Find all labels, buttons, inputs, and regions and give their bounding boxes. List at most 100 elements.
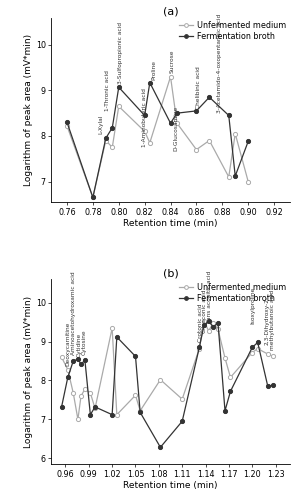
- Text: Isoxylproline: Isoxylproline: [250, 287, 255, 324]
- Fermentation broth: [65, 120, 69, 126]
- Line: Fermentation broth: Fermentation broth: [59, 320, 275, 450]
- Text: Chelibinic acid: Chelibinic acid: [196, 66, 201, 108]
- Fermentation broth: [134, 354, 137, 360]
- Text: L-Xylal: L-Xylal: [98, 114, 103, 134]
- Unfermented medium: [271, 354, 275, 360]
- Fermentation broth: [207, 318, 211, 324]
- Unfermented medium: [207, 328, 211, 334]
- Text: Deoxycarnitine: Deoxycarnitine: [65, 322, 70, 366]
- Unfermented medium: [104, 138, 108, 143]
- Unfermented medium: [138, 408, 142, 414]
- Unfermented medium: [195, 146, 198, 152]
- Fermentation broth: [76, 356, 80, 362]
- Unfermented medium: [256, 346, 259, 352]
- Unfermented medium: [202, 318, 206, 324]
- Fermentation broth: [104, 135, 108, 141]
- Fermentation broth: [233, 173, 237, 179]
- Unfermented medium: [65, 123, 69, 129]
- Fermentation broth: [227, 112, 230, 118]
- Legend: Unfermented medium, Fermentation broth: Unfermented medium, Fermentation broth: [177, 19, 288, 43]
- Unfermented medium: [175, 120, 179, 126]
- Unfermented medium: [76, 416, 80, 422]
- Fermentation broth: [66, 374, 70, 380]
- X-axis label: Retention time (min): Retention time (min): [123, 220, 218, 228]
- Fermentation broth: [83, 358, 87, 364]
- Fermentation broth: [88, 412, 92, 418]
- Text: 2,3-Dihydroxy-2-
methylbutanoic acid: 2,3-Dihydroxy-2- methylbutanoic acid: [264, 290, 275, 350]
- Unfermented medium: [250, 350, 254, 356]
- Fermentation broth: [198, 344, 201, 350]
- Fermentation broth: [79, 361, 83, 367]
- Unfermented medium: [134, 392, 137, 398]
- Fermentation broth: [71, 358, 75, 364]
- Text: Sucrose: Sucrose: [169, 50, 174, 73]
- Unfermented medium: [216, 326, 220, 332]
- Fermentation broth: [181, 418, 184, 424]
- Fermentation broth: [111, 124, 114, 130]
- Unfermented medium: [143, 128, 146, 134]
- Unfermented medium: [233, 130, 237, 136]
- Line: Fermentation broth: Fermentation broth: [65, 80, 250, 200]
- Fermentation broth: [93, 404, 97, 410]
- Fermentation broth: [246, 138, 250, 144]
- Unfermented medium: [83, 386, 87, 392]
- Fermentation broth: [256, 340, 259, 345]
- Text: D-Glucosamine: D-Glucosamine: [173, 106, 178, 150]
- Fermentation broth: [175, 110, 179, 116]
- Unfermented medium: [88, 390, 92, 396]
- Unfermented medium: [71, 390, 75, 396]
- Text: Proline: Proline: [151, 60, 156, 80]
- Fermentation broth: [208, 94, 211, 100]
- Unfermented medium: [212, 320, 215, 326]
- Fermentation broth: [117, 84, 121, 90]
- Unfermented medium: [93, 406, 97, 411]
- Text: 3-Acetamido-4-oxopentanoic acid: 3-Acetamido-4-oxopentanoic acid: [217, 14, 222, 113]
- Fermentation broth: [110, 412, 114, 418]
- Unfermented medium: [181, 396, 184, 402]
- Text: Crotonic acid: Crotonic acid: [198, 303, 203, 342]
- Fermentation broth: [115, 334, 118, 340]
- Unfermented medium: [246, 178, 250, 184]
- Fermentation broth: [250, 344, 254, 350]
- Unfermented medium: [91, 194, 95, 200]
- Unfermented medium: [117, 104, 121, 110]
- Text: 3-Sulfopropionic acid: 3-Sulfopropionic acid: [118, 22, 123, 84]
- Unfermented medium: [66, 366, 70, 372]
- Fermentation broth: [216, 320, 220, 326]
- Line: Unfermented medium: Unfermented medium: [65, 74, 250, 200]
- Title: (a): (a): [163, 6, 178, 16]
- Y-axis label: Logarithm of peak area (mV*min): Logarithm of peak area (mV*min): [24, 296, 33, 448]
- Text: Cytidine: Cytidine: [76, 333, 81, 357]
- Unfermented medium: [223, 355, 227, 361]
- Fermentation broth: [143, 112, 146, 118]
- Line: Unfermented medium: Unfermented medium: [59, 320, 275, 422]
- Text: Cytosine: Cytosine: [82, 330, 87, 355]
- Unfermented medium: [227, 174, 230, 180]
- Fermentation broth: [91, 194, 95, 200]
- Unfermented medium: [229, 374, 232, 380]
- Unfermented medium: [266, 351, 270, 357]
- Unfermented medium: [111, 144, 114, 150]
- Unfermented medium: [110, 325, 114, 331]
- Unfermented medium: [115, 412, 118, 418]
- Text: Trans aconitic acid: Trans aconitic acid: [207, 271, 212, 326]
- Legend: Unfermented medium, Fermentation broth: Unfermented medium, Fermentation broth: [177, 281, 288, 304]
- Unfermented medium: [169, 74, 172, 80]
- Fermentation broth: [271, 382, 275, 388]
- Text: Aminoacetohydroxamic acid: Aminoacetohydroxamic acid: [71, 272, 76, 355]
- Fermentation broth: [138, 410, 142, 416]
- Fermentation broth: [229, 388, 232, 394]
- Fermentation broth: [212, 324, 215, 330]
- Unfermented medium: [60, 354, 63, 360]
- Y-axis label: Logarithm of peak area (mV*min): Logarithm of peak area (mV*min): [24, 34, 33, 186]
- Unfermented medium: [198, 346, 201, 352]
- Fermentation broth: [159, 444, 162, 450]
- Fermentation broth: [202, 322, 206, 328]
- Title: (b): (b): [163, 268, 178, 278]
- Fermentation broth: [223, 408, 227, 414]
- Text: 1-Thronic acid: 1-Thronic acid: [105, 70, 110, 111]
- Fermentation broth: [60, 404, 63, 410]
- Unfermented medium: [208, 138, 211, 143]
- Unfermented medium: [148, 140, 152, 146]
- Unfermented medium: [159, 376, 162, 382]
